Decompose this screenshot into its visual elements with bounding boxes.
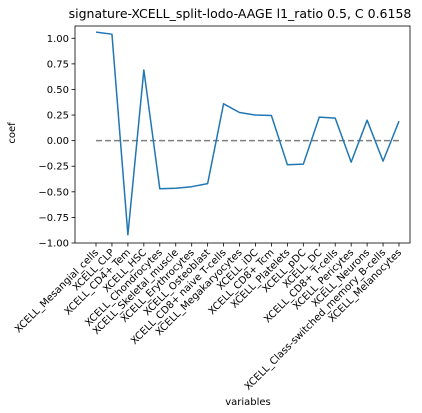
x-axis-ticks: XCELL_Mesangial_cellsXCELL_CLPXCELL_CD4+… bbox=[13, 243, 404, 393]
y-tick-label: −1.00 bbox=[38, 239, 69, 250]
y-tick-label: 0.50 bbox=[47, 85, 69, 96]
y-tick-label: −0.25 bbox=[38, 162, 69, 173]
series-points bbox=[95, 32, 400, 235]
y-axis-ticks: 1.00 0.75 0.50 0.25 0.00 −0.25 −0.50 −0.75 −1.00 bbox=[38, 34, 75, 250]
y-tick-label: 0.25 bbox=[47, 111, 69, 122]
series-line bbox=[95, 31, 400, 236]
y-tick-label: 0.00 bbox=[47, 136, 69, 147]
y-tick-label: −0.50 bbox=[38, 187, 69, 198]
y-tick-label: 1.00 bbox=[47, 34, 69, 45]
y-tick-label: 0.75 bbox=[47, 59, 69, 70]
y-axis-label: coef bbox=[7, 122, 18, 144]
y-tick-label: −0.75 bbox=[38, 213, 69, 224]
chart-title: signature-XCELL_split-lodo-AAGE l1_ratio… bbox=[69, 6, 412, 21]
plot-area-frame bbox=[74, 25, 411, 244]
x-axis-label: variables bbox=[225, 397, 271, 408]
